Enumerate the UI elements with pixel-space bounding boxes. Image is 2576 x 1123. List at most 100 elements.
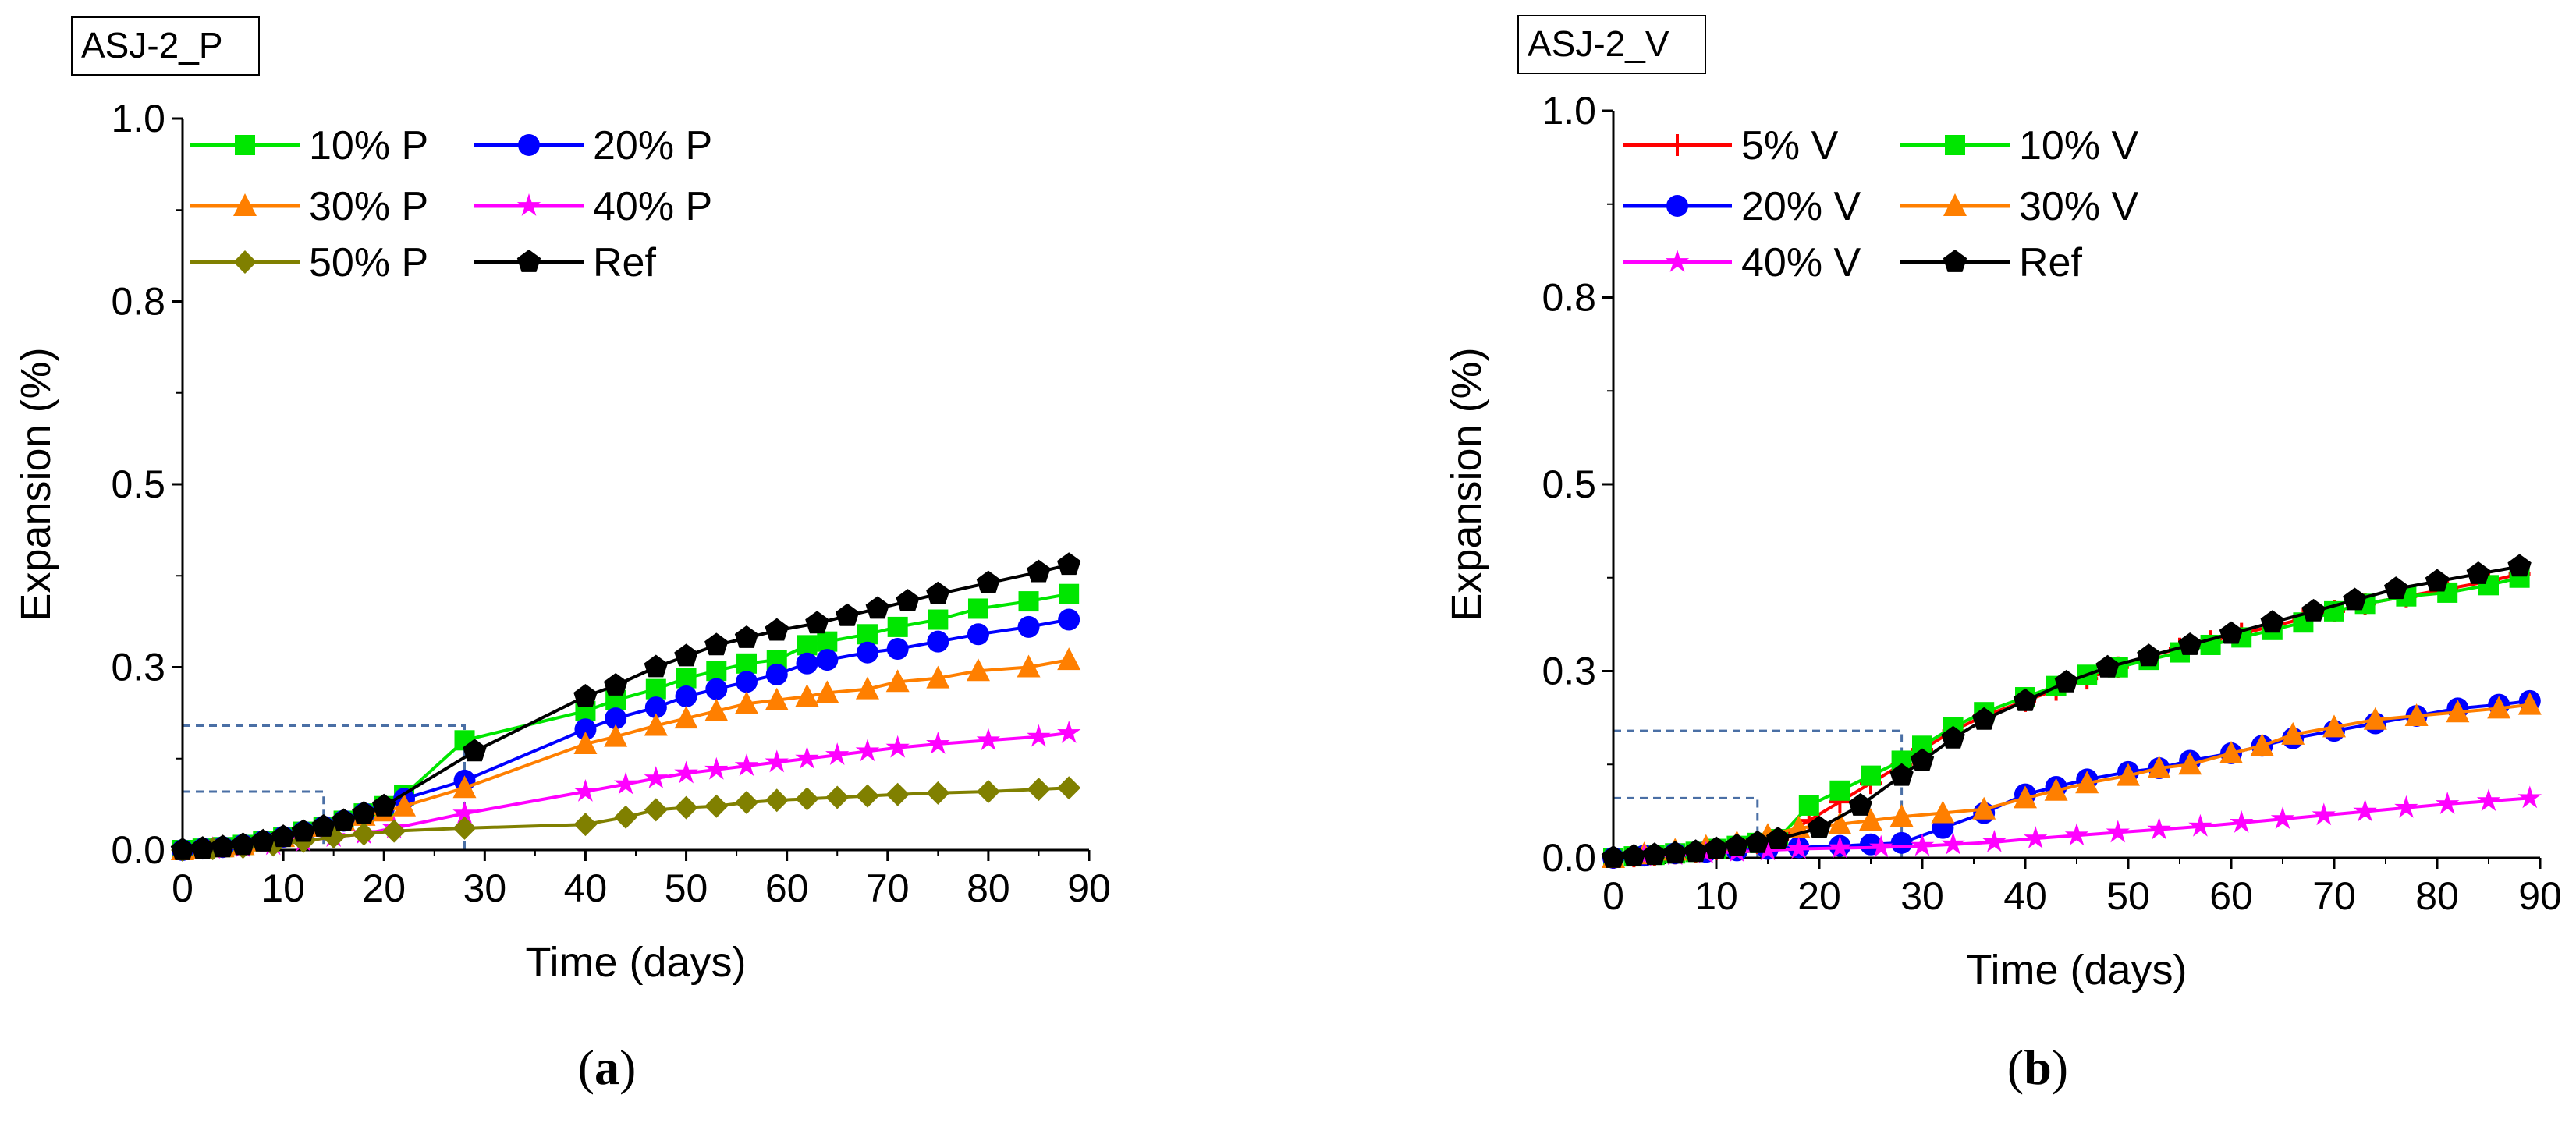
data-point [967, 598, 988, 619]
data-point [2188, 813, 2212, 837]
data-point [1889, 763, 1914, 786]
data-point [2487, 696, 2511, 719]
data-point [1057, 776, 1081, 800]
legend-label: 30% P [309, 184, 428, 229]
legend-entry: 10% P [190, 123, 428, 168]
data-point [967, 623, 989, 646]
data-point [452, 775, 477, 799]
data-point [674, 706, 698, 729]
data-point [1745, 830, 1769, 853]
x-tick-label: 40 [564, 866, 608, 910]
data-point [765, 663, 788, 685]
legend-entry: 30% V [1900, 184, 2139, 229]
x-tick-label: 50 [2106, 874, 2150, 918]
data-point [1889, 804, 1914, 827]
data-point [887, 616, 908, 637]
legend-entry: 40% V [1623, 240, 1861, 285]
data-point [1622, 844, 1646, 866]
data-point [855, 784, 879, 808]
legend-entry: 40% P [474, 184, 712, 229]
data-point [825, 742, 850, 765]
data-point [1017, 654, 1041, 678]
data-point [865, 596, 890, 619]
data-point [765, 788, 789, 813]
x-tick-label: 50 [665, 866, 708, 910]
data-point [675, 685, 697, 708]
legend-entry: 10% V [1900, 123, 2139, 168]
x-tick-label: 90 [2518, 874, 2562, 918]
data-point [926, 732, 950, 754]
data-point [765, 749, 789, 773]
data-point [1869, 834, 1893, 858]
data-point [1941, 725, 1965, 749]
legend-swatch-marker [233, 193, 257, 216]
data-point [645, 678, 666, 700]
series-ref [1601, 554, 2532, 868]
legend-entry: 50% P [190, 240, 428, 285]
x-tick-label: 40 [2003, 874, 2047, 918]
data-point [886, 638, 909, 661]
data-point [605, 707, 627, 730]
data-point [1663, 841, 1687, 864]
data-point [966, 658, 990, 682]
data-point [1859, 808, 1882, 831]
legend-swatch-marker [1665, 250, 1690, 272]
data-point [704, 756, 729, 780]
legend-swatch-marker [1943, 250, 1967, 272]
data-point [372, 793, 396, 817]
y-tick-label: 1.0 [111, 97, 165, 140]
data-point [573, 813, 598, 837]
y-tick-label: 0.8 [1542, 276, 1596, 320]
legend-swatch-marker [1943, 193, 1967, 216]
data-point [705, 678, 728, 700]
data-point [1704, 836, 1729, 859]
data-point [1982, 829, 2007, 852]
data-point [2064, 823, 2089, 846]
data-point [805, 611, 829, 634]
data-point [795, 787, 819, 811]
data-point [2476, 788, 2501, 812]
data-point [795, 684, 819, 707]
data-point [1601, 845, 1626, 868]
legend-entry: 20% P [474, 123, 712, 168]
y-tick-label: 1.0 [1542, 89, 1596, 133]
data-point [816, 649, 839, 671]
data-point [734, 753, 759, 777]
data-point [856, 641, 878, 664]
data-point [674, 760, 698, 784]
data-point [2178, 752, 2202, 775]
legend-label: 40% V [1741, 240, 1861, 285]
legend-swatch-marker [233, 250, 257, 274]
data-point [796, 652, 818, 675]
legend-label: 30% V [2019, 184, 2139, 229]
legend-swatch-marker [518, 134, 540, 156]
data-point [1828, 811, 1852, 834]
data-point [604, 724, 628, 747]
data-point [2095, 654, 2120, 678]
x-tick-label: 10 [1694, 874, 1738, 918]
data-point [817, 631, 838, 652]
data-point [706, 661, 727, 682]
data-point [1017, 615, 1040, 638]
data-point [765, 687, 789, 710]
data-point [1890, 831, 1913, 854]
legend-label: 10% V [2019, 123, 2139, 168]
data-point [926, 665, 950, 689]
data-point [644, 654, 668, 678]
data-point [1807, 815, 1832, 838]
data-point [2260, 610, 2284, 633]
data-point [2322, 714, 2346, 738]
data-point [927, 630, 949, 653]
data-point [604, 673, 628, 696]
data-point [855, 676, 879, 700]
data-point [976, 728, 1001, 751]
x-tick-label: 10 [261, 866, 305, 910]
data-point [2517, 692, 2542, 715]
data-point [2363, 707, 2387, 730]
data-point [573, 779, 598, 802]
data-point [797, 635, 818, 656]
data-point [676, 668, 697, 689]
data-point [190, 836, 215, 859]
y-tick-label: 0.5 [111, 462, 165, 506]
